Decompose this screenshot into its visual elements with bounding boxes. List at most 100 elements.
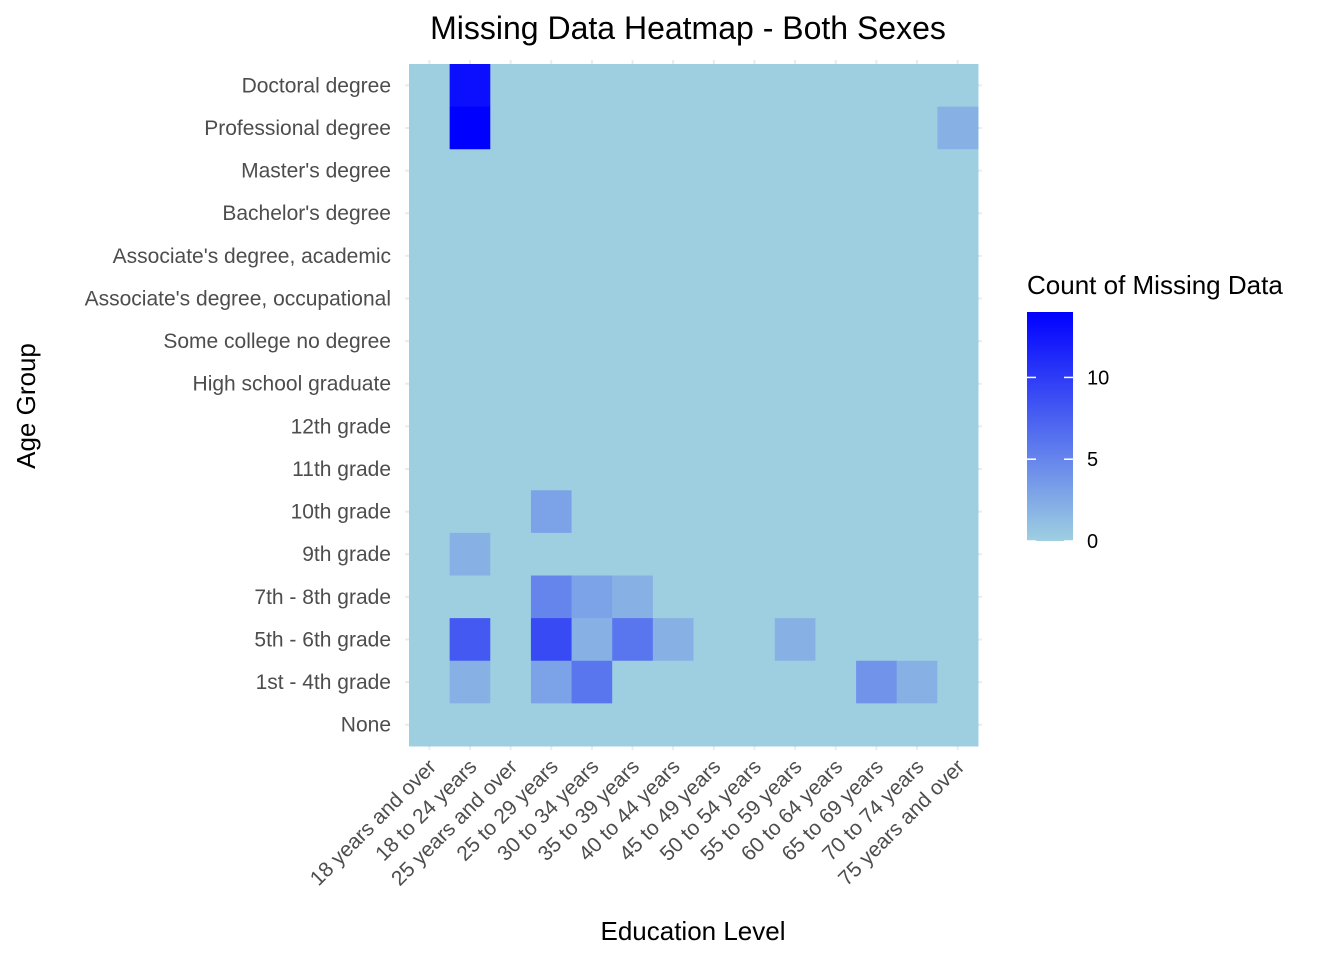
heatmap-cell	[693, 618, 735, 662]
heatmap-cell	[571, 64, 613, 108]
heatmap-cell	[409, 106, 451, 150]
heatmap-cell	[774, 490, 816, 534]
heatmap-cell	[856, 319, 898, 363]
heatmap-cell	[774, 618, 816, 662]
heatmap-cell	[815, 703, 857, 747]
heatmap-cell	[815, 277, 857, 321]
heatmap-cell	[612, 532, 654, 576]
heatmap-cell	[774, 319, 816, 363]
heatmap-cell	[449, 277, 491, 321]
heatmap-cell	[612, 703, 654, 747]
heatmap-cell	[774, 362, 816, 406]
heatmap-cell	[734, 660, 776, 704]
heatmap-cell	[612, 575, 654, 619]
heatmap-cell	[734, 447, 776, 491]
heatmap-cell	[571, 149, 613, 193]
heatmap-cell	[409, 234, 451, 278]
chart-title: Missing Data Heatmap - Both Sexes	[430, 10, 946, 46]
heatmap-cell	[774, 532, 816, 576]
y-tick-some-college-no-degree: Some college no degree	[163, 330, 391, 353]
heatmap-cell	[896, 618, 938, 662]
heatmap-cell	[734, 532, 776, 576]
heatmap-cell	[734, 319, 776, 363]
heatmap-cell	[734, 106, 776, 150]
heatmap-cell	[734, 64, 776, 108]
legend-tick-label: 10	[1087, 367, 1109, 389]
heatmap-cell	[815, 191, 857, 235]
heatmap-cell	[856, 618, 898, 662]
heatmap-cell	[652, 64, 694, 108]
heatmap-cell	[571, 532, 613, 576]
heatmap-cell	[490, 191, 532, 235]
heatmap-cell	[896, 575, 938, 619]
heatmap-cell	[734, 575, 776, 619]
heatmap-cell	[490, 277, 532, 321]
heatmap-cell	[937, 660, 979, 704]
heatmap-cell	[449, 191, 491, 235]
y-tick-doctoral-degree: Doctoral degree	[242, 74, 391, 97]
heatmap-cell	[612, 618, 654, 662]
heatmap-cell	[774, 191, 816, 235]
heatmap-cell	[734, 277, 776, 321]
color-legend: Count of Missing Data 0 5 10	[1027, 270, 1283, 553]
heatmap-cell	[693, 64, 735, 108]
heatmap-cell	[856, 362, 898, 406]
heatmap-cell	[856, 191, 898, 235]
heatmap-cell	[896, 149, 938, 193]
heatmap-cell	[693, 447, 735, 491]
heatmap-cell	[896, 405, 938, 449]
heatmap-cell	[449, 490, 491, 534]
heatmap-cell	[652, 447, 694, 491]
heatmap-cell	[815, 490, 857, 534]
y-axis-title: Age Group	[11, 343, 41, 469]
heatmap-cell	[693, 575, 735, 619]
heatmap-cell	[490, 106, 532, 150]
heatmap-cell	[896, 64, 938, 108]
heatmap-cell	[937, 234, 979, 278]
heatmap-cell	[652, 106, 694, 150]
heatmap-cell	[409, 277, 451, 321]
heatmap-cell	[937, 64, 979, 108]
heatmap-cell	[409, 618, 451, 662]
heatmap-cell	[774, 234, 816, 278]
heatmap-cell	[530, 532, 573, 576]
heatmap-cell	[612, 447, 654, 491]
heatmap-cell	[571, 703, 613, 747]
y-tick-5th-6th-grade: 5th - 6th grade	[254, 628, 391, 651]
heatmap-cell	[490, 149, 532, 193]
heatmap-cell	[937, 277, 979, 321]
heatmap-cell	[896, 191, 938, 235]
heatmap-cell	[612, 106, 654, 150]
heatmap-cell	[612, 277, 654, 321]
heatmap-cell	[612, 64, 654, 108]
heatmap-cell	[571, 490, 613, 534]
heatmap-cell	[937, 532, 979, 576]
heatmap-cell	[409, 447, 451, 491]
heatmap-cell	[815, 532, 857, 576]
heatmap-cell	[937, 490, 979, 534]
y-tick-professional-degree: Professional degree	[204, 117, 391, 140]
heatmap-cell	[774, 149, 816, 193]
heatmap-cell	[530, 405, 573, 449]
heatmap-cell	[815, 234, 857, 278]
heatmap-cell	[612, 490, 654, 534]
heatmap-cell	[490, 234, 532, 278]
heatmap-cell	[490, 64, 532, 108]
heatmap-cell	[409, 149, 451, 193]
heatmap-cell	[652, 618, 694, 662]
heatmap-cell	[530, 362, 573, 406]
heatmap-cell	[896, 447, 938, 491]
heatmap-cell	[896, 703, 938, 747]
heatmap-cell	[774, 575, 816, 619]
heatmap-cell	[937, 575, 979, 619]
heatmap-cells	[409, 64, 979, 747]
heatmap-cell	[530, 618, 573, 662]
heatmap-cell	[409, 490, 451, 534]
heatmap-cell	[937, 405, 979, 449]
legend-ticks: 0 5 10	[1027, 367, 1109, 553]
heatmap-cell	[815, 447, 857, 491]
heatmap-cell	[856, 660, 898, 704]
heatmap-cell	[530, 277, 573, 321]
heatmap-cell	[449, 319, 491, 363]
